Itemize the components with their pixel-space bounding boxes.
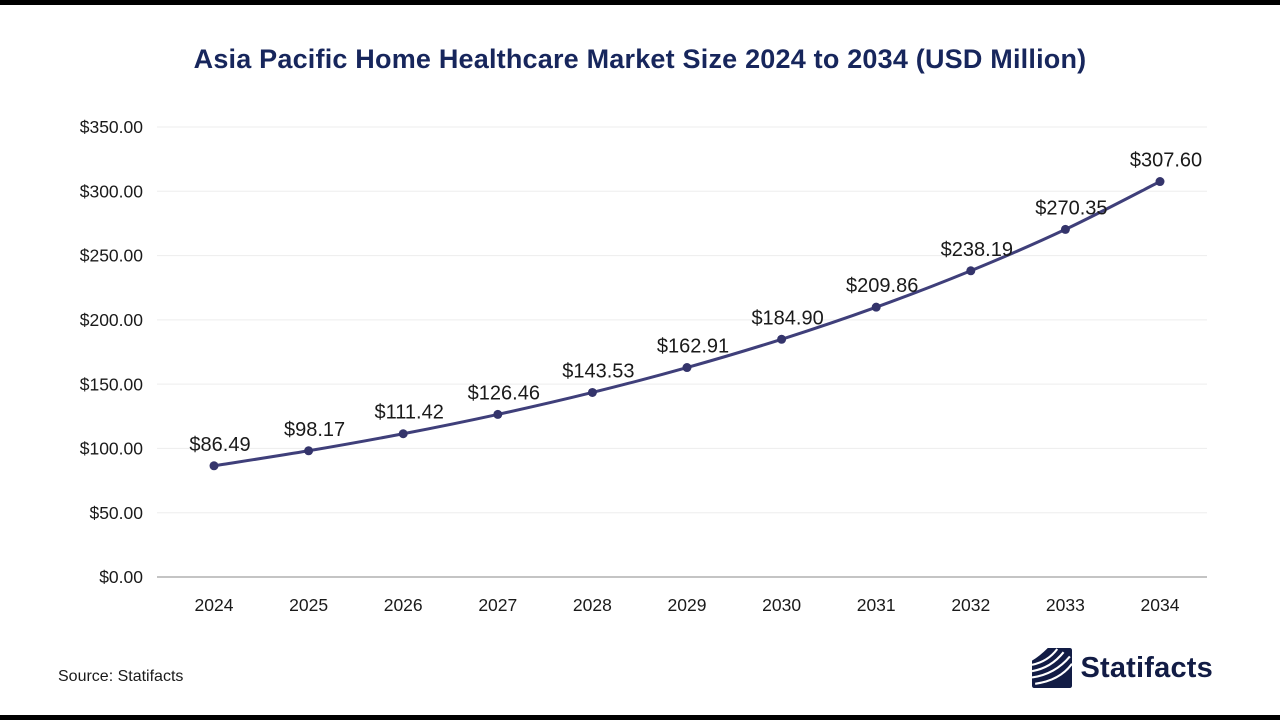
- source-text: Source: Statifacts: [58, 668, 184, 685]
- x-axis-tick-label: 2031: [857, 595, 896, 615]
- x-axis-tick-label: 2027: [478, 595, 517, 615]
- y-axis-tick-label: $0.00: [99, 567, 143, 587]
- statifacts-wave-icon: [1032, 648, 1073, 688]
- x-axis-tick-label: 2030: [762, 595, 801, 615]
- x-axis-tick-label: 2024: [195, 595, 234, 615]
- data-point-marker: [777, 334, 787, 344]
- data-point-marker: [1060, 224, 1070, 234]
- x-axis-tick-label: 2026: [384, 595, 423, 615]
- data-point-marker: [304, 446, 314, 456]
- data-point-label: $162.91: [657, 336, 729, 358]
- data-point-marker: [966, 266, 976, 276]
- x-axis-tick-label: 2028: [573, 595, 612, 615]
- data-point-marker: [587, 387, 597, 397]
- data-point-label: $126.46: [468, 382, 540, 404]
- x-axis-tick-label: 2032: [951, 595, 990, 615]
- data-point-label: $307.60: [1130, 150, 1202, 172]
- top-frame-bar: [0, 0, 1280, 5]
- data-point-label: $111.42: [375, 402, 444, 424]
- y-axis-tick-label: $250.00: [80, 246, 144, 266]
- x-axis-tick-label: 2033: [1046, 595, 1085, 615]
- y-axis-tick-label: $50.00: [89, 503, 143, 523]
- data-point-marker: [682, 363, 692, 373]
- y-axis-tick-label: $150.00: [80, 374, 144, 394]
- y-axis-tick-label: $300.00: [80, 181, 144, 201]
- data-point-label: $143.53: [562, 360, 634, 382]
- data-point-label: $209.86: [846, 275, 918, 297]
- data-point-marker: [871, 302, 881, 312]
- data-point-label: $270.35: [1035, 197, 1107, 219]
- y-axis-tick-label: $200.00: [80, 310, 144, 330]
- data-point-label: $98.17: [284, 419, 345, 441]
- chart-title: Asia Pacific Home Healthcare Market Size…: [193, 44, 1087, 74]
- bottom-frame-bar: [0, 715, 1280, 720]
- data-point-label: $184.90: [751, 307, 823, 329]
- statifacts-logo: Statifacts: [1032, 646, 1213, 690]
- data-point-marker: [493, 409, 503, 419]
- x-axis-tick-label: 2034: [1141, 595, 1180, 615]
- series-line: [212, 180, 1162, 468]
- x-axis-tick-label: 2029: [668, 595, 707, 615]
- y-axis-tick-label: $350.00: [80, 117, 144, 137]
- logo-text: Statifacts: [1080, 651, 1213, 684]
- data-point-marker: [1155, 177, 1165, 187]
- data-point-marker: [398, 429, 408, 439]
- data-point-marker: [209, 461, 219, 471]
- x-axis-tick-label: 2025: [289, 595, 328, 615]
- data-point-label: $86.49: [189, 434, 250, 456]
- data-point-label: $238.19: [941, 239, 1013, 261]
- y-axis-tick-label: $100.00: [80, 439, 144, 459]
